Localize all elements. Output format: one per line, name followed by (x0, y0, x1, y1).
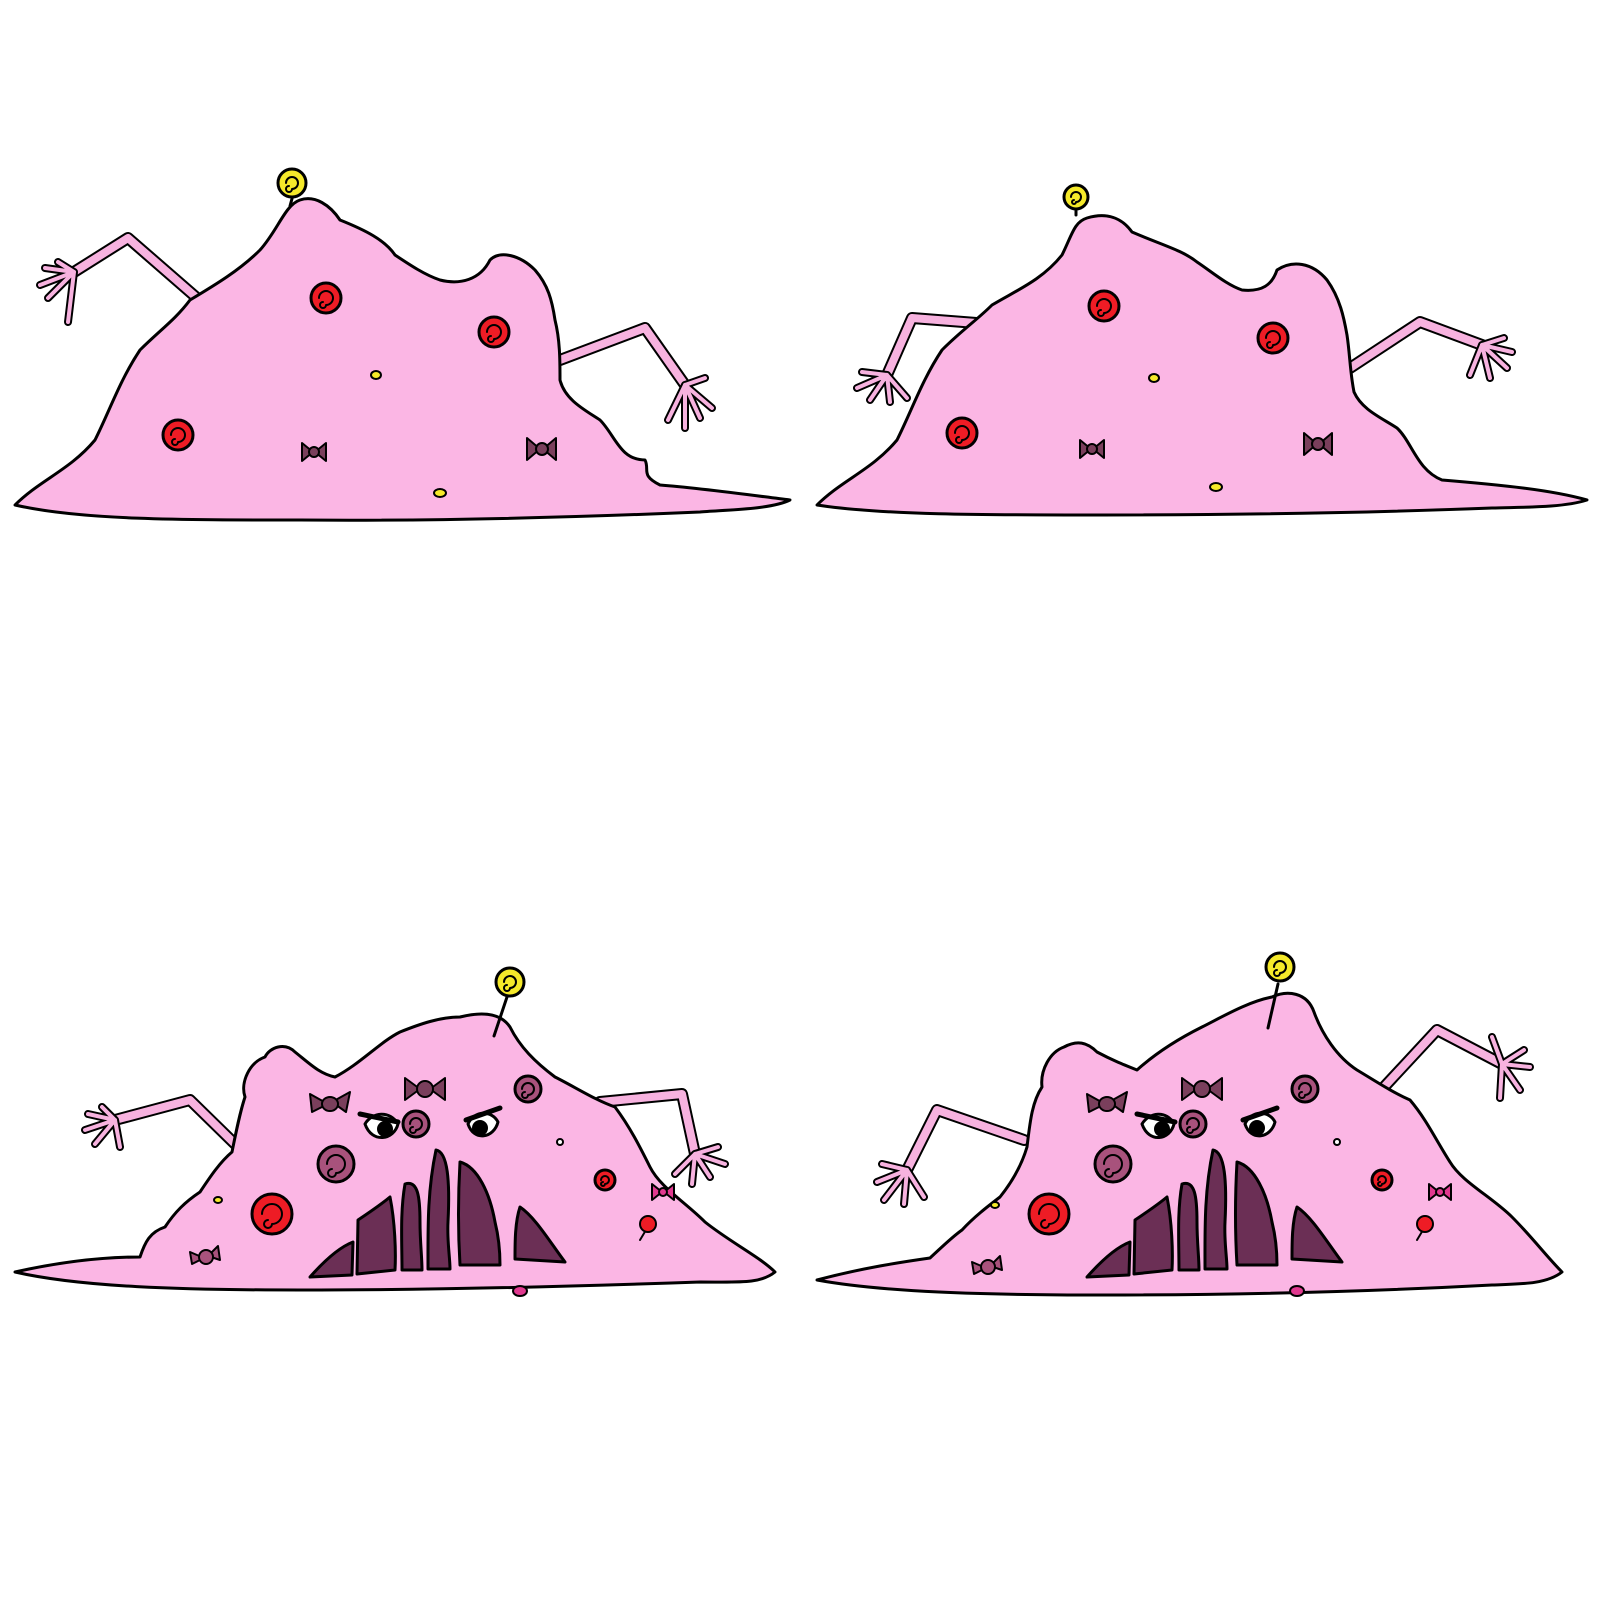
purple-swirl-candy-icon (1093, 1144, 1133, 1184)
purple-swirl-candy-icon (401, 1109, 431, 1139)
red-swirl-candy-icon (1027, 1192, 1071, 1236)
bow-wrapped-candy-icon (1079, 439, 1105, 459)
right-arm (1344, 316, 1516, 382)
yellow-dot-candy-icon (990, 1201, 1000, 1209)
red-swirl-candy-icon (945, 416, 979, 450)
bow-wrapped-candy-icon (971, 1255, 1003, 1275)
bow-wrapped-candy-icon (1086, 1091, 1128, 1113)
bow-wrapped-candy-icon (301, 442, 327, 462)
sprite-frame-idle-arms-alt (802, 0, 1604, 802)
red-swirl-candy-icon (1256, 321, 1290, 355)
lollipop-swirl-icon (276, 167, 308, 208)
slime-body (815, 214, 1589, 517)
left-eye (357, 1111, 401, 1139)
purple-swirl-candy-icon (316, 1144, 356, 1184)
lollipop-swirl-icon (492, 966, 526, 1038)
red-swirl-candy-icon (1087, 289, 1121, 323)
sprite-frame-angry-arms-alt (802, 802, 1604, 1604)
yellow-dot-candy-icon (1148, 373, 1160, 383)
bow-wrapped-candy-icon (1181, 1077, 1223, 1101)
left-arm (873, 1104, 1030, 1208)
right-eye (1240, 1105, 1280, 1138)
lollipop-swirl-icon (1264, 951, 1296, 1030)
lollipop-swirl-icon (1062, 183, 1090, 217)
mouth (308, 1148, 567, 1279)
red-lollipop-icon (639, 1215, 657, 1241)
sprite-frame-idle (0, 0, 802, 802)
yellow-dot-candy-icon (1209, 482, 1223, 492)
bow-wrapped-candy-icon (404, 1077, 446, 1101)
right-arm (594, 1088, 729, 1188)
pink-bow-candy-icon (651, 1183, 675, 1201)
right-arm (554, 322, 716, 432)
left-arm (36, 232, 211, 326)
left-eye (1134, 1111, 1178, 1139)
sprite-frame-angry (0, 802, 802, 1604)
red-swirl-candy-icon (309, 281, 343, 315)
bow-wrapped-candy-icon (526, 437, 557, 461)
yellow-dot-candy-icon (213, 1196, 223, 1204)
bow-wrapped-candy-icon (1303, 432, 1333, 456)
white-dot-candy-icon (1333, 1138, 1341, 1146)
left-arm (81, 1094, 241, 1151)
right-arm (1366, 1024, 1534, 1106)
purple-swirl-candy-icon (513, 1074, 543, 1104)
bow-wrapped-candy-icon (309, 1091, 351, 1113)
bow-wrapped-candy-icon (189, 1245, 221, 1265)
purple-swirl-candy-icon (1290, 1074, 1320, 1104)
white-dot-candy-icon (556, 1138, 564, 1146)
red-swirl-candy-icon (250, 1192, 294, 1236)
red-swirl-candy-icon (1370, 1168, 1394, 1192)
yellow-dot-candy-icon (433, 488, 447, 498)
slime-body (815, 991, 1564, 1297)
pink-bow-candy-icon (1428, 1183, 1452, 1201)
red-swirl-candy-icon (593, 1168, 617, 1192)
pink-dot-candy-icon (1289, 1285, 1305, 1297)
yellow-dot-candy-icon (370, 370, 382, 380)
slime-body (13, 197, 792, 522)
right-eye (463, 1105, 503, 1138)
pink-dot-candy-icon (512, 1285, 528, 1297)
red-swirl-candy-icon (161, 418, 195, 452)
purple-swirl-candy-icon (1178, 1109, 1208, 1139)
red-swirl-candy-icon (477, 315, 511, 349)
red-lollipop-icon (1416, 1215, 1434, 1241)
mouth (1085, 1148, 1344, 1279)
